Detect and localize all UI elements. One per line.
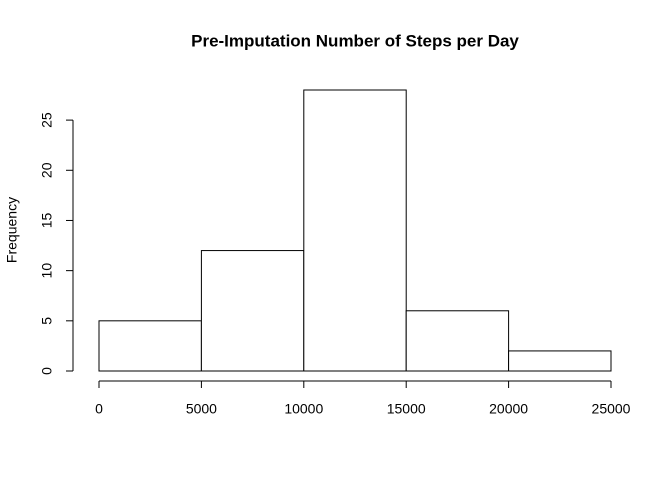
y-tick-label: 20: [39, 162, 55, 178]
y-tick-label: 10: [39, 263, 55, 279]
y-tick-label: 5: [39, 317, 55, 325]
x-tick-label: 10000: [284, 401, 323, 417]
x-tick-label: 0: [95, 401, 103, 417]
chart-title: Pre-Imputation Number of Steps per Day: [191, 31, 519, 50]
x-tick-label: 5000: [186, 401, 217, 417]
y-tick-label: 0: [39, 367, 55, 375]
x-tick-label: 20000: [489, 401, 528, 417]
y-axis-label: Frequency: [4, 197, 20, 263]
x-tick-label: 15000: [387, 401, 426, 417]
bar: [405, 310, 510, 372]
y-tick-label: 25: [39, 112, 55, 128]
x-tick-label: 25000: [592, 401, 631, 417]
bar: [200, 250, 305, 372]
bar: [508, 350, 612, 372]
y-tick-label: 15: [39, 212, 55, 228]
bar: [98, 320, 202, 372]
bar: [303, 89, 407, 372]
